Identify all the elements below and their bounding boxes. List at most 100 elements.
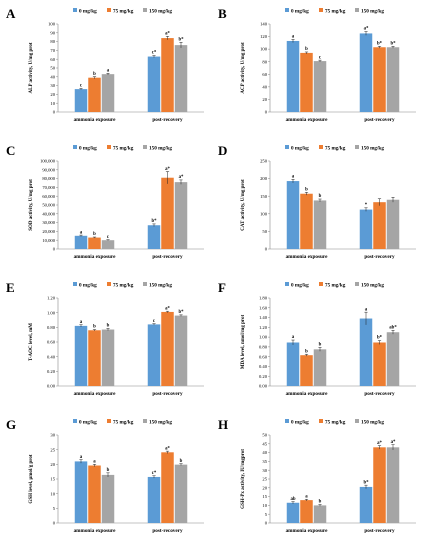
- significance-label: b*: [178, 310, 184, 315]
- significance-label: a*: [179, 175, 184, 180]
- significance-label: b: [319, 343, 322, 348]
- panel-C: C 0 mg/kg 75 mg/kg 150 mg/kg 0 10,000 20,000 30…: [6, 143, 204, 260]
- y-tick-label: 15: [262, 494, 267, 499]
- legend-label: 75 mg/kg: [113, 420, 134, 426]
- y-axis-title: SOD activity, U/mg prot: [29, 179, 34, 231]
- y-tick-label: 10: [50, 101, 55, 106]
- y-tick-label: 25: [50, 447, 55, 452]
- panel-label: G: [6, 417, 16, 432]
- panel-D: D 0 mg/kg 75 mg/kg 150 mg/kg 0 50 100 150 200 250…: [218, 143, 416, 260]
- y-tick-label: 90,000: [42, 167, 55, 173]
- bar: [386, 332, 400, 386]
- significance-label: c*: [152, 471, 157, 476]
- panel-A: A 0 mg/kg 75 mg/kg 150 mg/kg 0 10 20 30 40 50 60 70…: [6, 6, 204, 123]
- y-tick-label: 60: [262, 72, 267, 77]
- y-tick-label: 60,000: [42, 194, 55, 200]
- legend-swatch: [73, 145, 77, 149]
- legend-swatch: [285, 282, 289, 286]
- significance-label: c: [319, 55, 322, 60]
- legend-label: 75 mg/kg: [325, 420, 346, 426]
- significance-label: b: [305, 188, 308, 193]
- legend-swatch: [143, 419, 147, 423]
- legend-label: 150 mg/kg: [361, 283, 384, 289]
- legend-label: 75 mg/kg: [113, 146, 134, 152]
- bar: [174, 315, 188, 386]
- legend-label: 0 mg/kg: [291, 146, 309, 152]
- panel-label: E: [6, 280, 15, 295]
- x-category-label: post-recovery: [152, 117, 183, 123]
- legend-label: 75 mg/kg: [113, 283, 134, 289]
- y-tick-label: 70: [50, 48, 55, 53]
- bar: [88, 237, 101, 249]
- legend-label: 150 mg/kg: [149, 9, 172, 15]
- significance-label: a: [365, 307, 368, 312]
- significance-label: a: [80, 455, 83, 460]
- y-tick-label: 1.00: [47, 310, 56, 315]
- y-axis-title: GSH level, μmol/g prot: [29, 454, 34, 503]
- y-tick-label: 20,000: [42, 229, 55, 235]
- legend-swatch: [285, 145, 289, 149]
- significance-label: a*: [165, 446, 170, 451]
- x-category-label: ammonia exposure: [74, 117, 117, 123]
- legend-swatch: [143, 145, 147, 149]
- significance-label: a: [93, 460, 96, 465]
- legend-swatch: [73, 8, 77, 12]
- bar: [74, 235, 88, 249]
- significance-label: b*: [377, 42, 383, 47]
- bar: [359, 33, 373, 112]
- y-tick-label: 20: [262, 485, 267, 490]
- bar: [88, 330, 101, 386]
- significance-label: a*: [165, 306, 170, 311]
- bar: [359, 486, 373, 523]
- legend-label: 0 mg/kg: [79, 146, 97, 152]
- significance-label: a: [292, 35, 295, 40]
- panel-label: F: [218, 280, 226, 295]
- y-tick-label: 40,000: [42, 211, 55, 217]
- bar: [161, 38, 174, 112]
- y-tick-label: 0.20: [47, 369, 56, 374]
- y-tick-label: 1.80: [259, 296, 268, 301]
- y-tick-label: 1.20: [47, 296, 56, 301]
- panel-label: D: [218, 143, 227, 158]
- significance-label: c: [80, 84, 83, 89]
- significance-label: b: [305, 47, 308, 52]
- legend-label: 0 mg/kg: [79, 420, 97, 426]
- x-category-label: post-recovery: [152, 391, 183, 397]
- legend-swatch: [319, 419, 323, 423]
- significance-label: b: [93, 72, 96, 77]
- y-tick-label: 0.20: [259, 374, 268, 379]
- significance-label: b: [107, 468, 110, 473]
- y-tick-label: 100: [48, 22, 56, 27]
- y-axis-title: ALP activity, U/mg prot: [29, 42, 34, 93]
- y-axis-title: GSH-Px activity, IU/mgprot: [241, 449, 246, 509]
- y-tick-label: 50: [50, 66, 55, 71]
- y-tick-label: 100,000: [40, 159, 56, 165]
- y-tick-label: 0.60: [47, 340, 56, 345]
- significance-label: ab: [290, 497, 295, 502]
- y-tick-label: 200: [260, 176, 268, 181]
- legend-label: 150 mg/kg: [149, 420, 172, 426]
- bar: [147, 324, 161, 386]
- significance-label: a: [80, 230, 83, 235]
- significance-label: c: [153, 319, 156, 324]
- significance-label: a: [292, 335, 295, 340]
- x-category-label: ammonia exposure: [286, 391, 329, 397]
- bar: [161, 311, 174, 386]
- bar: [286, 342, 300, 386]
- legend-label: 75 mg/kg: [113, 9, 134, 15]
- panel-B: B 0 mg/kg 75 mg/kg 150 mg/kg 0 20 40 60 80 100 120…: [218, 6, 416, 123]
- legend-swatch: [143, 8, 147, 12]
- bar: [147, 476, 161, 523]
- y-tick-label: 0.00: [47, 384, 56, 389]
- panel-label: C: [6, 143, 15, 158]
- y-tick-label: 1.00: [259, 335, 268, 340]
- y-tick-label: 50,000: [42, 203, 55, 209]
- legend-swatch: [73, 282, 77, 286]
- x-category-label: ammonia exposure: [286, 117, 329, 123]
- bar: [286, 502, 300, 523]
- significance-label: ab*: [389, 325, 397, 330]
- bar: [386, 47, 400, 112]
- significance-label: b*: [363, 480, 369, 485]
